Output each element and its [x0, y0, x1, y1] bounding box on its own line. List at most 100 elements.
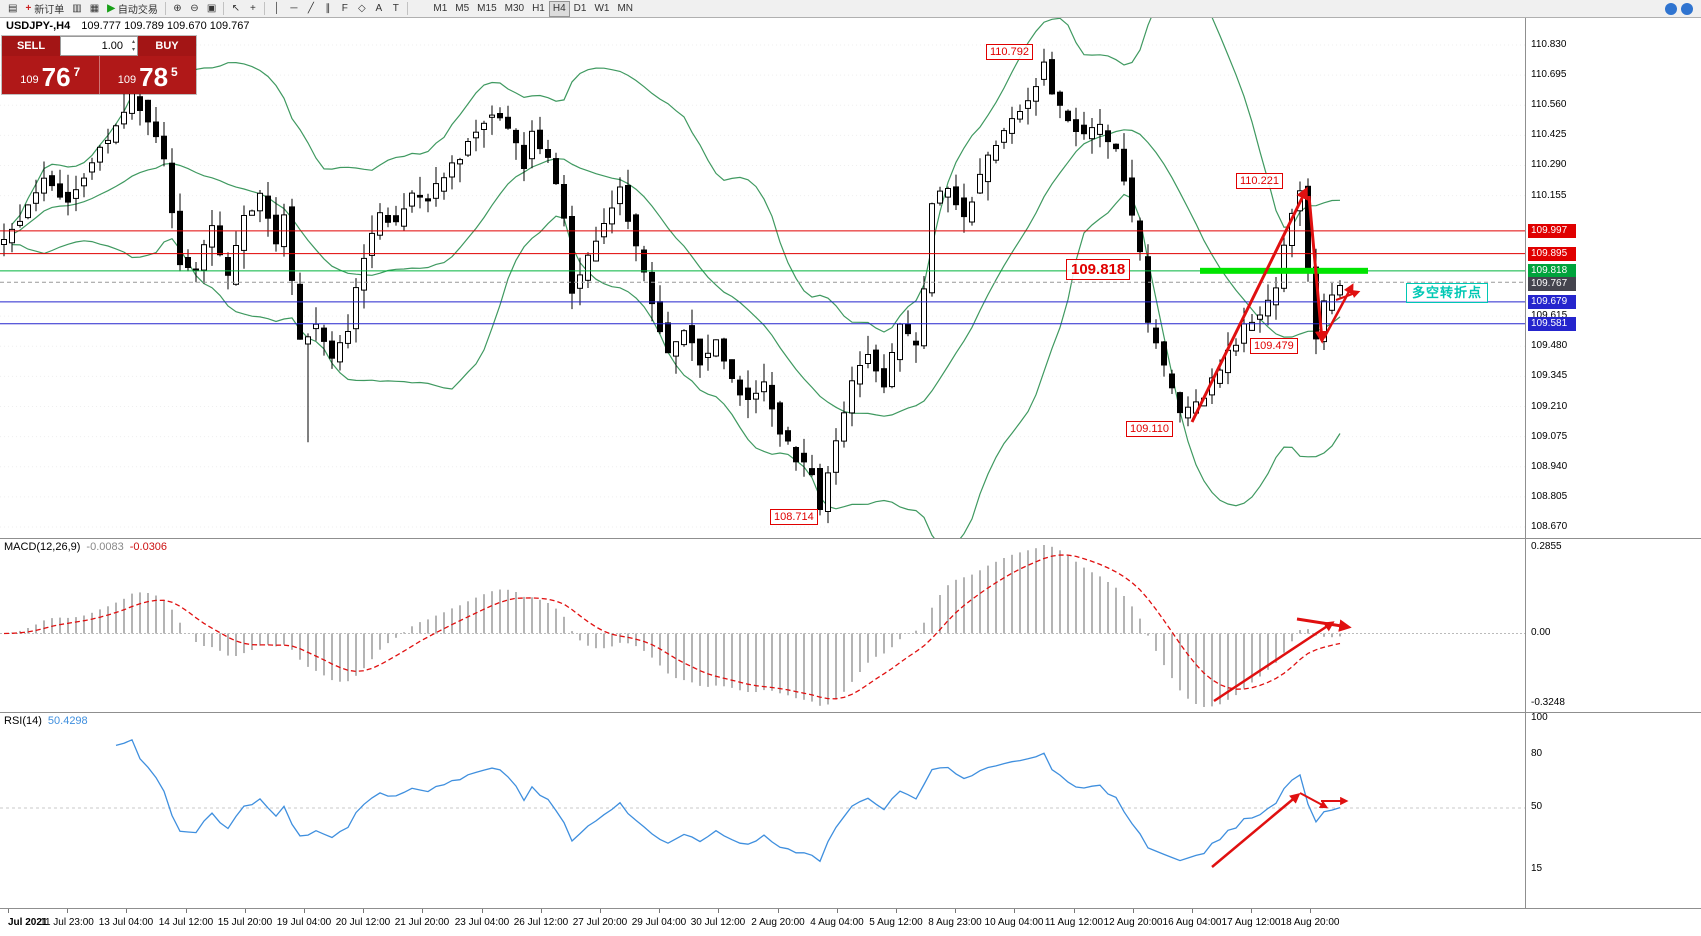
time-label: 30 Jul 12:00	[690, 917, 746, 928]
sell-price[interactable]: 109 76 7	[2, 56, 99, 94]
time-tick	[1133, 909, 1134, 913]
price-tick-label: 108.670	[1531, 521, 1568, 532]
time-label: 17 Aug 12:00	[1221, 917, 1281, 928]
timeframe-h4[interactable]: H4	[548, 0, 570, 17]
autotrading-button[interactable]: ▶ 自动交易	[103, 1, 162, 17]
bollinger-bands	[11, 18, 1341, 538]
rsi-level-label: 50	[1531, 801, 1543, 812]
time-label: 14 Jul 12:00	[158, 917, 214, 928]
tile-windows-icon-glyph: ▣	[206, 2, 217, 14]
quote-open: 109.777	[81, 20, 122, 32]
axis-separator	[1526, 712, 1701, 713]
rsi-line	[115, 738, 1341, 863]
label-tool[interactable]: T	[387, 1, 404, 17]
chart-bars-icon[interactable]: ▥	[68, 1, 85, 17]
channel-tool-glyph: ∥	[325, 2, 331, 14]
zoom-in-button[interactable]: ⊕	[169, 1, 186, 17]
quote-high: 109.789	[124, 20, 164, 32]
volume-input[interactable]: 1.00 ▴ ▾	[60, 36, 138, 56]
chart-candles-icon[interactable]: ▦	[86, 1, 103, 17]
autotrading-button-glyph: ▶	[107, 2, 115, 14]
time-tick	[718, 909, 719, 913]
time-label: 2 Aug 20:00	[751, 917, 805, 928]
time-tick	[1251, 909, 1252, 913]
price-tick-label: 110.155	[1531, 190, 1567, 201]
time-tick	[67, 909, 68, 913]
macd-panel[interactable]	[0, 538, 1525, 712]
timeframe-mn[interactable]: MN	[617, 3, 634, 14]
horizontal-line-tool[interactable]: ─	[285, 1, 302, 17]
sell-button[interactable]: SELL	[2, 36, 60, 56]
time-label: 12 Aug 20:00	[1103, 917, 1163, 928]
text-tool-glyph: A	[375, 2, 383, 14]
timeframe-w1[interactable]: W1	[594, 3, 610, 14]
buy-price-prefix: 109	[117, 74, 137, 87]
price-tick-label: 109.345	[1531, 370, 1568, 381]
rsi-panel[interactable]	[0, 712, 1525, 908]
shapes-tool[interactable]: ◇	[353, 1, 370, 17]
buy-button[interactable]: BUY	[138, 36, 196, 56]
timeframe-d1[interactable]: D1	[573, 3, 587, 14]
trendline-tool[interactable]: ╱	[302, 1, 319, 17]
quote-low: 109.670	[166, 20, 207, 32]
time-label: 16 Aug 04:00	[1162, 917, 1222, 928]
macd-axis-min: -0.3248	[1531, 697, 1565, 708]
cursor-tool[interactable]: ↖	[227, 1, 244, 17]
timeframe-group: M1 M5 M15 M30 H1 H4 D1 W1 MN	[429, 0, 637, 17]
timeframe-m1[interactable]: M1	[433, 3, 448, 14]
new-order-button[interactable]: + 新订单	[21, 1, 68, 17]
fibonacci-tool[interactable]: F	[336, 1, 353, 17]
tile-windows-icon[interactable]: ▣	[203, 1, 220, 17]
macd-histogram	[11, 545, 1341, 707]
indicators-icon[interactable]: ▤	[4, 1, 21, 17]
timeframe-m5[interactable]: M5	[455, 3, 470, 14]
time-tick	[955, 909, 956, 913]
community-icon[interactable]	[1665, 2, 1677, 15]
rsi-name: RSI(14)	[4, 715, 42, 727]
buy-price-big: 78	[139, 62, 169, 92]
crosshair-tool[interactable]: +	[244, 1, 261, 17]
quote-close: 109.767	[209, 20, 250, 32]
rsi-level-label: 100	[1531, 712, 1548, 723]
rsi-indicator-label: RSI(14) 50.4298	[4, 715, 88, 727]
buy-price[interactable]: 109 78 5	[98, 56, 197, 94]
macd-svg	[0, 545, 1525, 707]
rsi-value: 50.4298	[47, 715, 88, 727]
timeframe-m30[interactable]: M30	[504, 3, 525, 14]
volume-spinner[interactable]: ▴ ▾	[131, 39, 135, 53]
volume-value: 1.00	[101, 40, 123, 52]
price-badge: 109.679	[1528, 295, 1576, 309]
time-axis: Jul 2021 11 Jul 23:00 13 Jul 04:00 14 Jul 1…	[0, 908, 1701, 936]
price-badge: 109.581	[1528, 317, 1576, 331]
macd-value-signal: -0.0306	[129, 541, 168, 553]
price-tick-label: 110.425	[1531, 129, 1567, 140]
timeframe-h1[interactable]: H1	[532, 3, 545, 14]
one-click-trading-panel: SELL 1.00 ▴ ▾ BUY 109 76 7 109 78 5	[2, 36, 196, 94]
timeframe-m15[interactable]: M15	[477, 3, 497, 14]
text-tool[interactable]: A	[370, 1, 387, 17]
time-tick	[659, 909, 660, 913]
macd-indicator-label: MACD(12,26,9) -0.0083 -0.0306	[4, 541, 167, 553]
toolbar-separator	[223, 2, 225, 15]
time-tick	[186, 909, 187, 913]
time-tick	[778, 909, 779, 913]
buy-price-sup: 5	[171, 65, 178, 79]
help-icon[interactable]	[1681, 2, 1693, 15]
sell-price-sup: 7	[73, 65, 81, 79]
time-label: 20 Jul 12:00	[335, 917, 391, 928]
label-tool-glyph: T	[392, 2, 399, 14]
toolbar: ▤ + 新订单 ▥ ▦ ▶ 自动交易 ⊕ ⊖ ▣ ↖ + │ ─ ╱ ∥ F ◇ A T M1 M5 M15 M30 H1 H4…	[0, 0, 1701, 18]
zoom-out-button[interactable]: ⊖	[186, 1, 203, 17]
price-chart[interactable]	[0, 18, 1525, 538]
macd-name: MACD(12,26,9)	[4, 541, 81, 553]
channel-tool[interactable]: ∥	[319, 1, 336, 17]
zoom-out-button-glyph: ⊖	[190, 2, 199, 14]
rsi-level-label: 15	[1531, 863, 1543, 874]
time-tick	[600, 909, 601, 913]
price-badge: 109.895	[1528, 247, 1576, 261]
vertical-line-tool[interactable]: │	[268, 1, 285, 17]
time-label: 8 Aug 23:00	[928, 917, 982, 928]
price-tick-label: 109.615	[1531, 310, 1568, 321]
time-tick	[1014, 909, 1015, 913]
toolbar-right-group	[1665, 2, 1697, 15]
